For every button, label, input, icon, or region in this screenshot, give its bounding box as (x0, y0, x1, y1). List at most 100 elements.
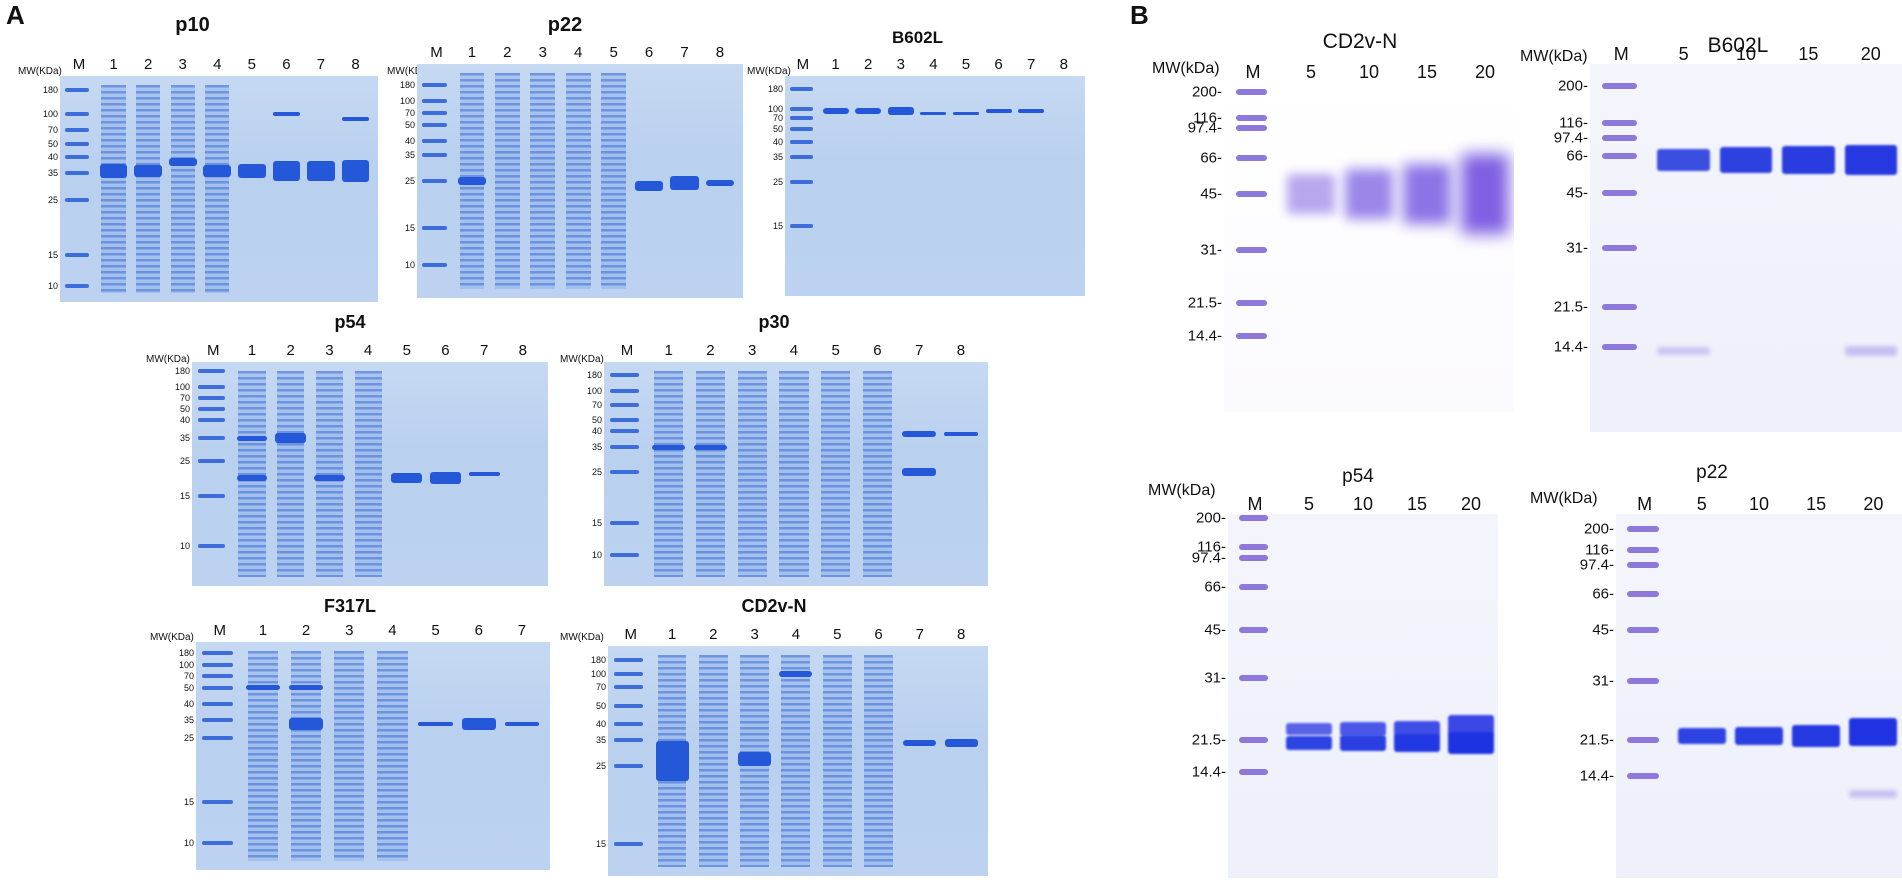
protein-band (952, 111, 979, 115)
mw-axis-label: MW(KDa) (747, 66, 791, 77)
marker-band (422, 263, 448, 268)
gel-image (1616, 514, 1902, 878)
protein-band (634, 180, 664, 191)
lane-label: 4 (574, 44, 583, 61)
marker-band (1627, 547, 1659, 554)
lane-label: 2 (301, 622, 311, 639)
lane-label: M (1637, 494, 1653, 514)
mw-tick-label: 15 (179, 491, 190, 502)
mw-tick-label: 25 (47, 195, 58, 206)
gel-title: p22 (1696, 462, 1728, 483)
protein-band (822, 108, 849, 115)
protein-band (1657, 148, 1710, 171)
lane-label: 5 (833, 626, 842, 643)
mw-tick-label: 116- (1559, 114, 1588, 132)
mw-tick-label: 97.4- (1191, 549, 1226, 567)
marker-band (1602, 153, 1637, 159)
lane-label: 4 (791, 626, 801, 643)
mw-tick-label: 31- (1204, 669, 1226, 687)
lane-label: 6 (874, 626, 883, 643)
lane-label: 10 (1352, 494, 1374, 514)
mw-tick-label: 31- (1592, 672, 1614, 690)
mw-tick-label: 15 (595, 838, 606, 849)
protein-band (652, 444, 686, 450)
lane-smear (601, 73, 627, 289)
mw-tick-label: 70 (772, 112, 783, 123)
mw-tick-label: 40 (772, 137, 783, 147)
protein-band (1460, 154, 1510, 235)
lane-label: 3 (896, 56, 905, 73)
marker-band (1238, 736, 1269, 743)
protein-band (341, 116, 370, 121)
lane-label: 15 (1406, 494, 1428, 514)
mw-tick-label: 70 (595, 682, 606, 693)
marker-band (197, 407, 225, 412)
mw-tick-label: 180 (178, 648, 194, 659)
mw-tick-label: 15 (591, 518, 602, 529)
protein-band (738, 751, 772, 766)
mw-tick-label: 40 (591, 426, 602, 437)
panel-label-b: B (1130, 0, 1149, 30)
lane-label: 2 (706, 342, 715, 359)
lane-label: 3 (325, 342, 334, 359)
mw-tick-label: 50 (591, 415, 602, 426)
protein-band (468, 472, 500, 476)
lane-label: 5 (431, 622, 440, 639)
lane-label: 8 (518, 342, 528, 359)
protein-band (238, 163, 266, 178)
protein-band (1402, 164, 1452, 225)
lane-label: 15 (1798, 44, 1819, 64)
lane-smear (862, 370, 892, 578)
marker-band (197, 436, 225, 441)
lane-label: 1 (109, 56, 118, 73)
protein-band (1394, 720, 1440, 737)
marker-band (1238, 583, 1269, 590)
marker-band (610, 429, 640, 434)
mw-tick-label: 14.4- (1187, 327, 1222, 345)
lane-smear (654, 370, 684, 578)
mw-tick-label: 116- (1193, 109, 1222, 127)
lane-label: 10 (1735, 44, 1757, 64)
lane-smear (698, 655, 728, 867)
protein-band (855, 108, 882, 115)
marker-band (65, 112, 90, 117)
mw-tick-label: 40 (404, 136, 415, 147)
gel-image (60, 76, 378, 302)
protein-band (1849, 718, 1898, 747)
marker-band (789, 155, 813, 160)
marker-band (197, 384, 225, 389)
protein-band (902, 430, 936, 437)
mw-tick-label: 50 (772, 123, 783, 134)
marker-band (1238, 554, 1269, 561)
lane-label: 8 (956, 626, 966, 643)
marker-band (610, 552, 640, 557)
mw-tick-label: 40 (183, 698, 194, 709)
protein-band (1286, 722, 1332, 735)
gel-title: p54 (334, 312, 366, 332)
gel-b602l-expression: B602L MW(KDa) M 1 2 3 4 5 6 7 8 180 100 70 50 40 35 25 1… (745, 14, 1090, 304)
marker-band (614, 671, 644, 676)
lane-smear (315, 370, 343, 578)
lane-smear (494, 73, 520, 289)
lane-smear (136, 85, 161, 293)
marker-band (789, 179, 813, 184)
mw-tick-label: 100 (42, 109, 58, 120)
protein-band (903, 739, 937, 746)
mw-tick-label: 25 (404, 176, 415, 186)
lane-label: 5 (247, 56, 256, 73)
gel-title: CD2v-N (741, 596, 807, 616)
lane-smear (290, 651, 322, 861)
mw-tick-label: 45- (1200, 185, 1222, 203)
protein-band (1340, 735, 1386, 752)
gel-image (1224, 82, 1514, 412)
marker-band (1602, 189, 1637, 196)
lane-label: 4 (929, 56, 938, 73)
protein-band (1344, 169, 1394, 220)
protein-band (670, 176, 699, 191)
mw-tick-label: 10 (591, 549, 602, 560)
lane-label: 6 (873, 342, 882, 359)
marker-band (65, 141, 90, 146)
protein-band (203, 164, 232, 177)
mw-axis-label: MW(kDa) (1530, 490, 1598, 507)
marker-band (197, 494, 225, 499)
